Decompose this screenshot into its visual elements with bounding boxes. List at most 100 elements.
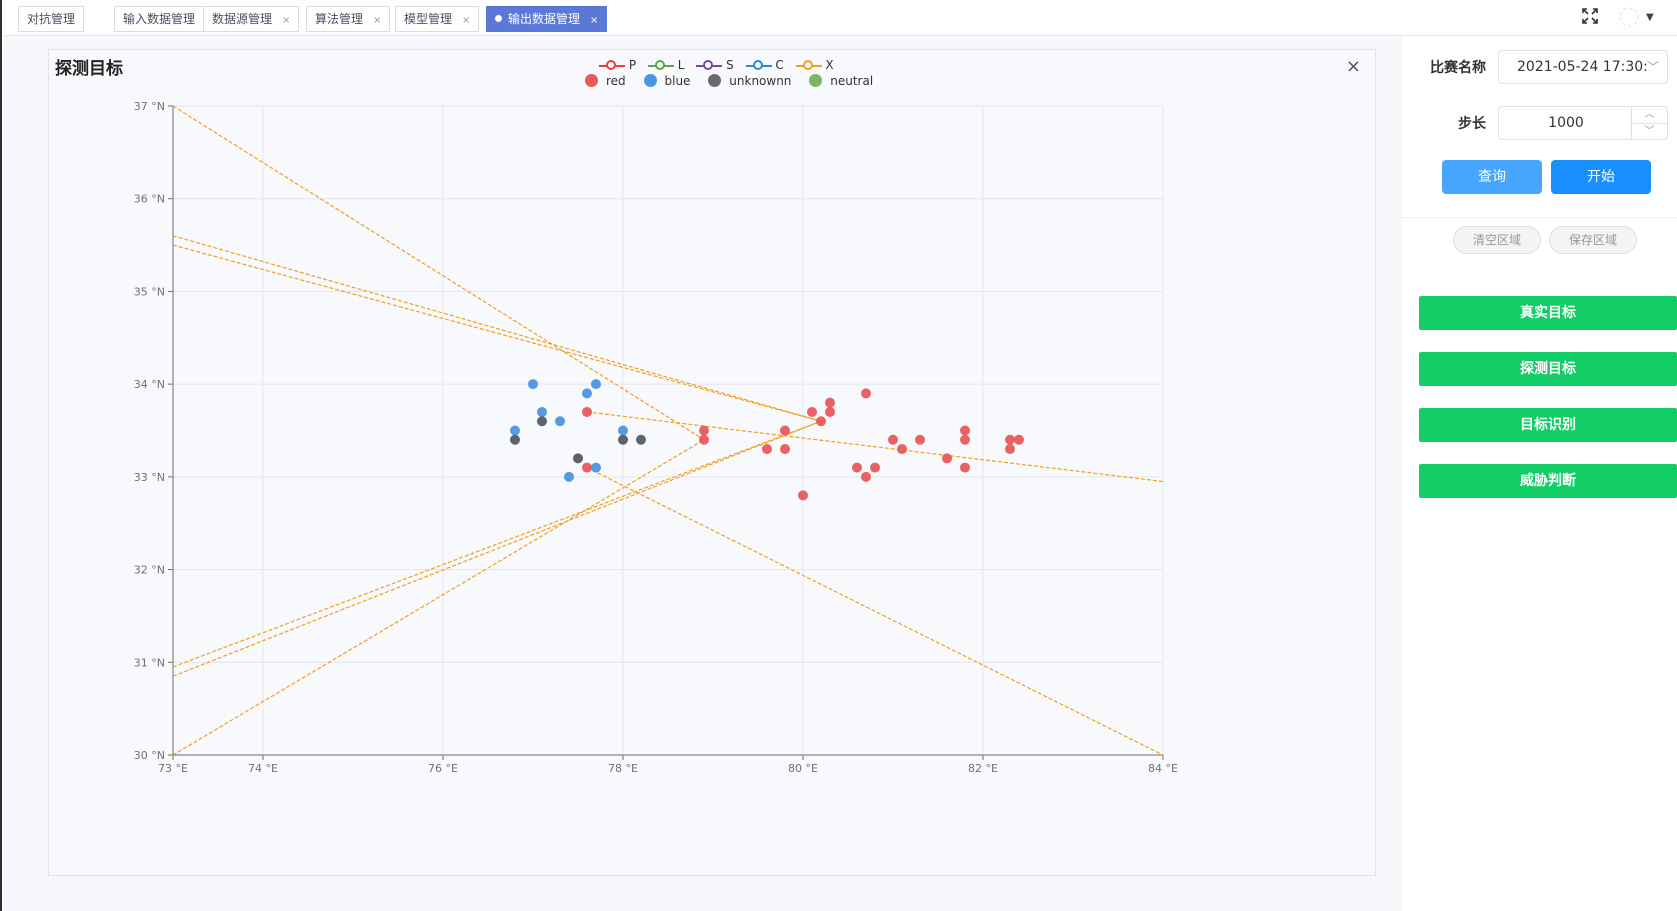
point-red <box>699 434 709 445</box>
step-label: 步长 <box>1458 116 1486 132</box>
tab-label: 输入数据管理 <box>123 12 196 26</box>
point-unknownn <box>573 453 583 464</box>
point-red <box>915 434 925 445</box>
real-target-button[interactable]: 真实目标 <box>1419 296 1677 330</box>
detection-target-button[interactable]: 探测目标 <box>1419 352 1677 386</box>
tab-data-source-management[interactable]: 数据源管理 × <box>203 6 300 32</box>
legend-line-icon <box>647 59 674 71</box>
close-icon[interactable]: × <box>282 15 291 26</box>
threat-assessment-button[interactable]: 威胁判断 <box>1419 464 1677 498</box>
legend-item-red[interactable]: red <box>585 74 626 88</box>
point-red <box>861 471 871 482</box>
point-red <box>1014 434 1024 445</box>
legend-item-p[interactable]: P <box>599 58 636 72</box>
match-name-select[interactable]: 2021-05-24 17:30: ﹀ <box>1498 50 1668 84</box>
point-red <box>699 425 709 436</box>
legend-label: neutral <box>830 74 874 88</box>
y-tick-label: 36 °N <box>134 193 165 206</box>
legend-label: blue <box>664 74 691 88</box>
tab-label: 算法管理 <box>315 12 364 26</box>
panel-title: 探测目标 <box>55 59 123 79</box>
tab-label: 模型管理 <box>404 12 453 26</box>
point-red <box>825 406 835 417</box>
x-tick-label: 80 °E <box>788 762 818 775</box>
legend-item-x[interactable]: X <box>795 58 834 72</box>
legend-item-l[interactable]: L <box>647 58 684 72</box>
point-red <box>960 434 970 445</box>
close-icon[interactable]: × <box>462 15 471 26</box>
tab-adversarial-management[interactable]: 对抗管理 <box>18 6 85 32</box>
legend-line-icon <box>696 59 723 71</box>
tab-label: 数据源管理 <box>212 12 273 26</box>
start-button[interactable]: 开始 <box>1551 160 1651 194</box>
y-tick-label: 34 °N <box>134 378 165 391</box>
query-button[interactable]: 查询 <box>1442 160 1542 194</box>
legend-label: unknownn <box>729 74 792 88</box>
x-tick-label: 84 °E <box>1148 762 1178 775</box>
x-tick-label: 82 °E <box>968 762 998 775</box>
legend-dot-icon <box>708 74 722 87</box>
point-red <box>816 416 826 427</box>
point-red <box>780 425 790 436</box>
track-line-x <box>586 467 1164 756</box>
y-tick-label: 31 °N <box>134 656 165 669</box>
save-area-button[interactable]: 保存区域 <box>1549 226 1637 254</box>
point-red <box>780 444 790 455</box>
chevron-down-icon: ﹀ <box>1646 60 1659 74</box>
chevron-up-icon[interactable]: ︿ <box>1644 109 1655 120</box>
step-stepper: ︿ ﹀ <box>1631 107 1667 139</box>
legend-line-icon <box>599 59 625 71</box>
legend-item-unknownn[interactable]: unknownn <box>708 74 791 88</box>
legend-label: S <box>726 58 734 72</box>
point-blue <box>591 379 601 390</box>
legend-item-c[interactable]: C <box>745 58 784 72</box>
point-red <box>582 462 592 473</box>
y-tick-label: 33 °N <box>134 471 165 484</box>
legend-line-icon <box>745 59 772 71</box>
chevron-down-icon[interactable]: ﹀ <box>1632 123 1667 139</box>
x-tick-label: 73 °E <box>158 762 188 775</box>
point-unknownn <box>510 434 520 445</box>
legend-item-neutral[interactable]: neutral <box>809 74 873 88</box>
avatar-icon[interactable] <box>1618 6 1640 32</box>
clear-area-button[interactable]: 清空区域 <box>1453 226 1541 254</box>
point-red <box>870 462 880 473</box>
tab-algorithm-management[interactable]: 算法管理 × <box>306 6 391 32</box>
legend-dot-icon <box>809 74 823 87</box>
detection-map-chart[interactable]: 73 °E 74 °E 76 °E 78 °E 80 °E 82 °E 84 °E 37 °N… <box>49 50 1375 875</box>
track-line-x <box>586 411 1164 483</box>
y-tick-label: 32 °N <box>134 564 165 577</box>
step-value: 1000 <box>1548 115 1584 131</box>
point-blue <box>528 379 538 390</box>
y-tick-label: 30 °N <box>134 749 165 762</box>
point-red <box>582 406 592 417</box>
close-icon[interactable]: × <box>1345 56 1361 77</box>
x-tick-label: 76 °E <box>428 762 458 775</box>
point-blue <box>591 462 601 473</box>
close-icon[interactable]: × <box>373 15 382 26</box>
fullscreen-icon[interactable] <box>1582 8 1598 28</box>
point-blue <box>510 425 520 436</box>
legend-lines: P L S C X <box>599 58 842 72</box>
point-red <box>897 444 907 455</box>
step-input[interactable]: 1000 ︿ ﹀ <box>1498 106 1668 140</box>
legend-item-s[interactable]: S <box>696 58 734 72</box>
legend-line-icon <box>795 59 822 71</box>
caret-down-icon[interactable]: ▼ <box>1646 12 1654 23</box>
main-content: 探测目标 × P L S C X red blue unknownn neutr… <box>4 36 1402 911</box>
legend-dots: red blue unknownn neutral <box>585 74 881 88</box>
point-red <box>960 425 970 436</box>
point-red <box>825 397 835 408</box>
target-recognition-button[interactable]: 目标识别 <box>1419 408 1677 442</box>
point-red <box>888 434 898 445</box>
legend-item-blue[interactable]: blue <box>643 74 691 88</box>
track-line-x <box>172 420 822 677</box>
close-icon[interactable]: × <box>590 15 599 26</box>
tab-output-data-management[interactable]: 输出数据管理 × <box>486 6 608 32</box>
point-red <box>798 490 808 501</box>
point-red <box>807 406 817 417</box>
x-tick-label: 78 °E <box>608 762 638 775</box>
tab-model-management[interactable]: 模型管理 × <box>395 6 480 32</box>
point-unknownn <box>537 416 547 427</box>
